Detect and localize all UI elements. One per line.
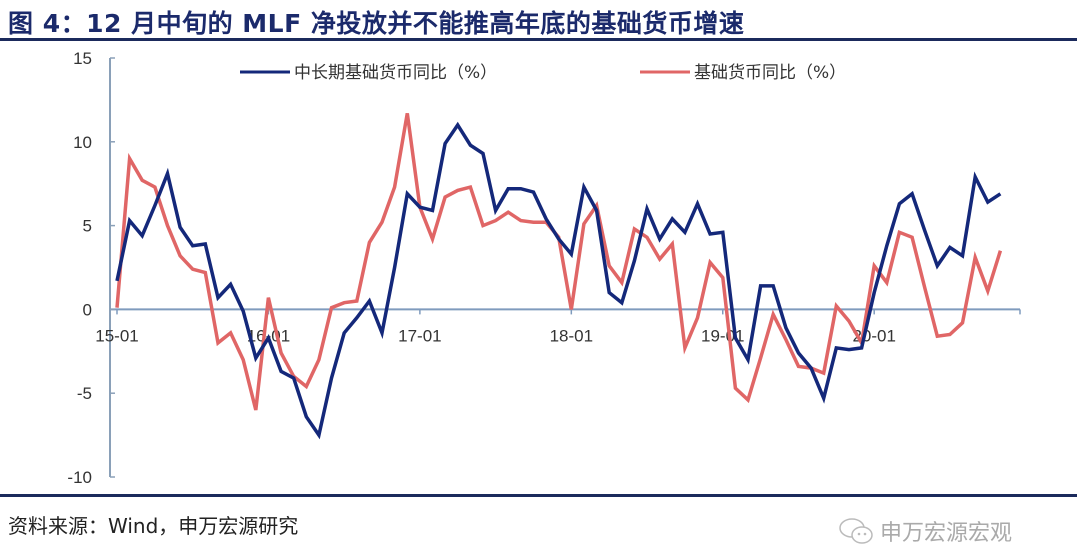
watermark: 申万宏源宏观: [838, 515, 1012, 547]
title-underline: [0, 38, 1077, 41]
y-tick-label: 15: [73, 49, 92, 68]
series-lines: [115, 113, 1003, 440]
y-tick-label: 10: [73, 133, 92, 152]
source-note: 资料来源：Wind，申万宏源研究: [8, 514, 299, 538]
legend: 中长期基础货币同比（%） 基础货币同比（%）: [240, 63, 846, 83]
y-tick-label: -5: [77, 384, 92, 403]
x-tick-label: 15-01: [95, 326, 138, 345]
y-tick-label: 0: [83, 300, 92, 319]
series-line-2: [115, 113, 1003, 411]
y-tick-label: 5: [83, 217, 92, 236]
y-tick-label: -10: [67, 468, 92, 487]
legend-label-series1: 中长期基础货币同比（%）: [294, 63, 497, 83]
series-line-1: [115, 121, 1002, 440]
legend-label-series2: 基础货币同比（%）: [694, 63, 846, 83]
footer-rule: [0, 494, 1077, 497]
watermark-text: 申万宏源宏观: [880, 521, 1013, 546]
x-tick-label: 17-01: [398, 326, 441, 345]
figure-title: 图 4：12 月中旬的 MLF 净投放并不能推高年底的基础货币增速: [8, 9, 745, 38]
wechat-icon: [839, 518, 873, 544]
x-tick-label: 18-01: [550, 326, 593, 345]
